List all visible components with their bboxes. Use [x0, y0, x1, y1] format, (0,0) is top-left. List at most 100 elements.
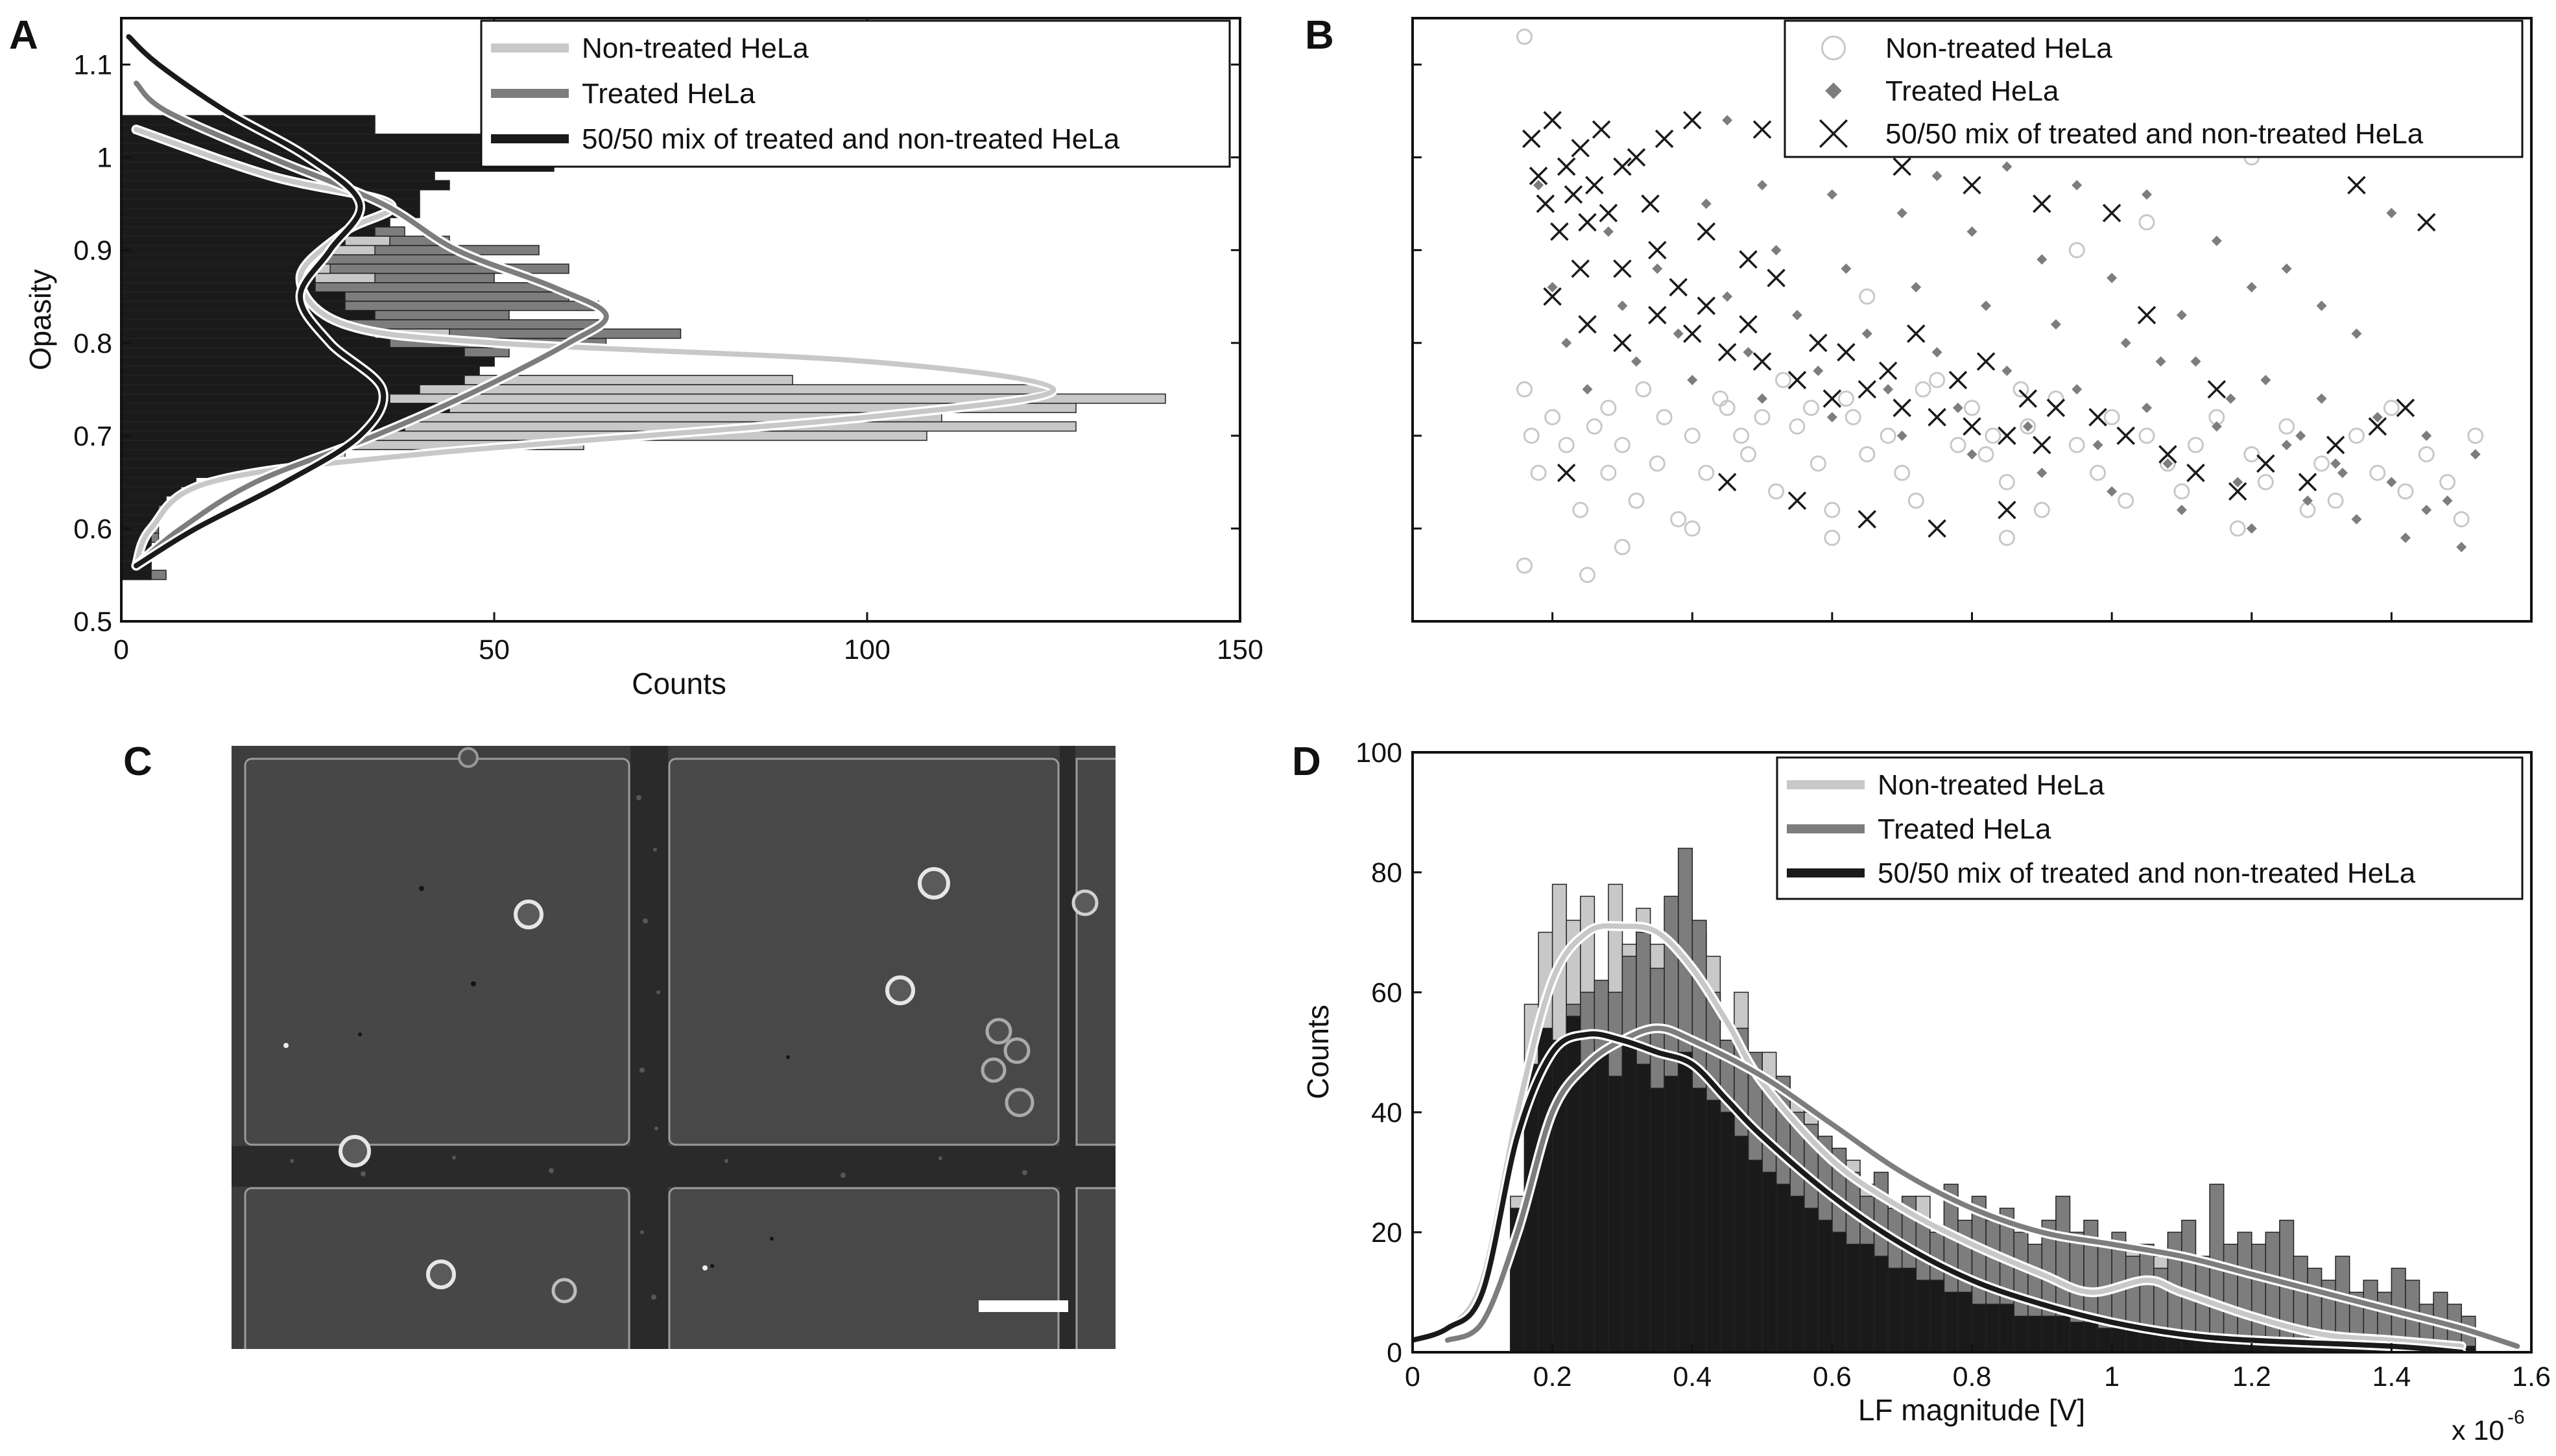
point-non_treated: [1516, 381, 1533, 398]
point-mix: [1767, 269, 1786, 287]
point-mix: [1998, 426, 2016, 446]
bar-mix: [121, 347, 465, 357]
panel-a-histogram: 0 50 100 150 0.5 0.6 0.7 0.8 0.9 1 1.1 Counts Opa…: [23, 17, 1263, 700]
point-mix: [2158, 445, 2177, 464]
bar-mix: [1859, 1243, 1875, 1352]
bar-mix: [2111, 1328, 2127, 1352]
panel-a-x-ticks: 0 50 100 150: [113, 18, 1263, 665]
panel-d-bars: [1510, 848, 2476, 1352]
point-non_treated: [2453, 511, 2470, 528]
bar-mix: [2083, 1322, 2099, 1352]
bar-mix: [1971, 1304, 1987, 1352]
point-non_treated: [1719, 400, 1736, 416]
legend-label-treated: Treated HeLa: [582, 78, 756, 110]
point-treated: [1701, 198, 1712, 209]
point-mix: [1857, 510, 1877, 529]
point-non_treated: [1768, 483, 1785, 500]
point-non_treated: [1670, 511, 1687, 528]
micro-well-top-left: [244, 758, 630, 1146]
bar-mix: [121, 486, 182, 497]
panel-d-x-ticks: 0 0.2 0.4 0.6 0.8 1 1.2 1.4 1.6: [1405, 1343, 2551, 1392]
cell: [918, 867, 950, 900]
cell: [551, 1278, 577, 1304]
point-treated: [1931, 171, 1942, 182]
point-treated: [1911, 281, 1922, 292]
point-mix: [2298, 473, 2317, 492]
density-curve-mix: [1413, 1031, 2465, 1352]
point-treated: [1687, 375, 1698, 385]
y-tick-label: 100: [1356, 737, 1402, 769]
x-tick-label: 1.6: [2512, 1361, 2551, 1392]
bar-mix: [121, 272, 316, 283]
point-non_treated: [1915, 381, 1931, 398]
point-non_treated: [1600, 464, 1617, 481]
point-mix: [1837, 342, 1856, 362]
point-mix: [1683, 324, 1702, 343]
panel-a-density-curves: [124, 32, 1058, 571]
point-non_treated: [2013, 381, 2029, 398]
legend-label-treated: Treated HeLa: [1878, 813, 2051, 845]
bar-mix: [121, 235, 346, 246]
point-non_treated: [2229, 520, 2246, 537]
point-non_treated: [1859, 446, 1876, 462]
panel-d-x-label: LF magnitude [V]: [1858, 1393, 2085, 1427]
x-tick-label: 1.2: [2232, 1361, 2271, 1392]
bar-treated: [2265, 1232, 2280, 1352]
point-mix: [1948, 370, 1968, 390]
point-treated: [1826, 412, 1837, 423]
bar-mix: [1943, 1291, 1959, 1352]
panel-label-d: D: [1292, 739, 1321, 784]
point-mix: [1907, 324, 1926, 343]
panel-a-x-label: Counts: [632, 667, 726, 700]
y-tick-label: 0.9: [73, 235, 112, 267]
point-mix: [1928, 407, 1946, 427]
legend-label-mix: 50/50 mix of treated and non-treated HeL…: [582, 123, 1120, 155]
point-mix: [2088, 407, 2107, 427]
y-tick-label: 1.1: [73, 50, 112, 81]
point-treated: [2456, 542, 2467, 553]
point-mix: [1893, 157, 1911, 176]
point-treated: [2142, 189, 2153, 200]
point-treated: [2092, 440, 2103, 451]
point-non_treated: [1628, 492, 1645, 509]
point-non_treated: [1740, 446, 1756, 462]
point-treated: [2302, 495, 2313, 506]
point-non_treated: [2033, 501, 2050, 518]
legend-box: [480, 19, 1231, 168]
density-curve-treated: [1444, 1025, 2520, 1349]
point-non_treated: [1733, 427, 1750, 444]
point-treated: [1896, 430, 1907, 441]
bar-mix: [121, 282, 316, 292]
point-treated: [2001, 365, 2013, 376]
point-mix: [1522, 129, 1541, 149]
bar-mix: [121, 440, 346, 451]
bar-mix: [1873, 1256, 1889, 1352]
bar-mix: [2069, 1322, 2084, 1352]
bar-mix: [2097, 1328, 2112, 1352]
point-mix: [1557, 157, 1576, 176]
bar-mix: [121, 254, 316, 265]
x-tick-label: 1: [2104, 1361, 2120, 1392]
point-treated: [2281, 440, 2292, 451]
bar-mix: [2055, 1315, 2071, 1352]
bar-mix: [2153, 1333, 2169, 1352]
cell: [985, 1018, 1012, 1045]
point-mix: [1809, 333, 1828, 353]
cell: [1003, 1037, 1031, 1064]
point-mix: [1752, 120, 1772, 139]
bar-mix: [121, 245, 331, 256]
point-non_treated: [1964, 400, 1980, 416]
point-treated: [1791, 309, 1802, 320]
legend-marker-mix: [1819, 119, 1848, 149]
point-mix: [1976, 352, 1996, 371]
point-mix: [1613, 157, 1632, 176]
panel-a-legend: Non-treated HeLa Treated HeLa 50/50 mix of…: [480, 19, 1231, 168]
point-mix: [1717, 473, 1737, 492]
point-treated: [1896, 208, 1907, 219]
bar-mix: [1649, 1088, 1665, 1352]
point-non_treated: [1907, 492, 1924, 509]
point-treated: [1533, 180, 1544, 191]
point-treated: [2176, 309, 2187, 320]
point-mix: [1543, 111, 1562, 130]
point-treated: [2162, 458, 2173, 469]
